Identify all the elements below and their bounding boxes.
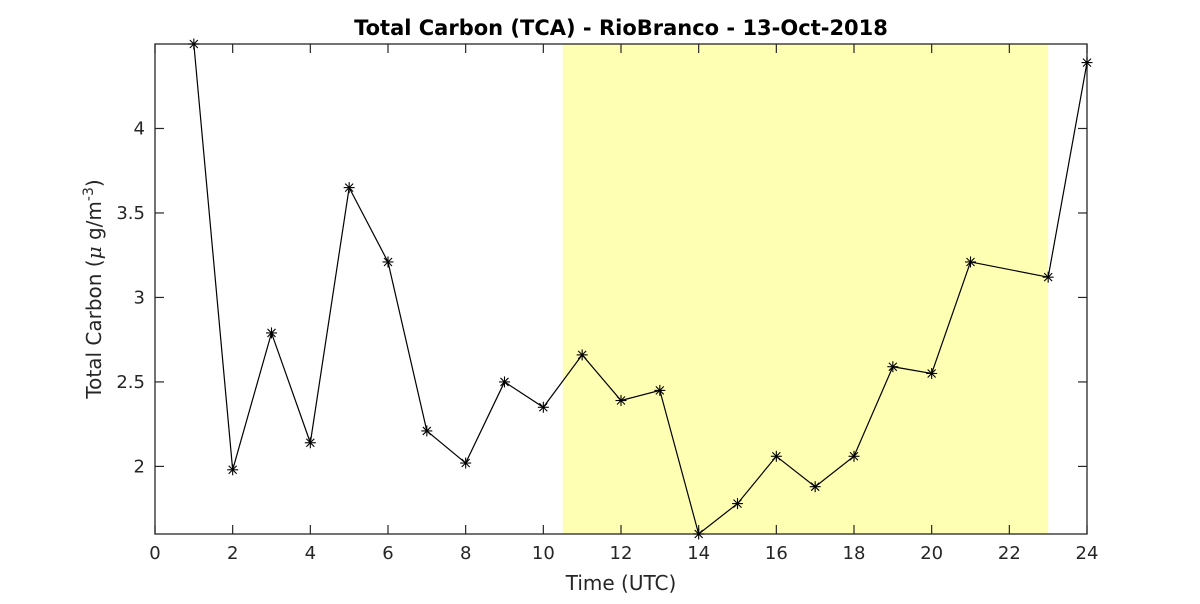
data-point: [460, 457, 472, 469]
y-label-exponent: -3: [81, 187, 97, 201]
data-point: [693, 528, 705, 540]
data-point: [732, 498, 743, 510]
data-point: [537, 401, 549, 413]
data-point: [382, 256, 394, 268]
data-point: [809, 481, 821, 493]
y-tick-label: 2.5: [116, 372, 145, 393]
y-tick-label: 3.5: [116, 203, 145, 224]
data-point: [576, 349, 588, 361]
y-label-suffix: ): [82, 179, 106, 187]
x-axis-label: Time (UTC): [565, 571, 677, 595]
x-tick-label: 16: [765, 543, 788, 564]
y-tick-label: 3: [134, 287, 145, 308]
data-point: [654, 384, 666, 396]
data-point: [887, 361, 899, 373]
x-tick-label: 4: [305, 543, 316, 564]
x-tick-label: 14: [687, 543, 710, 564]
data-point: [965, 256, 976, 268]
data-point: [770, 450, 782, 462]
data-point: [266, 327, 277, 339]
data-point: [1042, 271, 1054, 283]
x-tick-label: 20: [920, 543, 943, 564]
x-tick-label: 10: [532, 543, 555, 564]
x-tick-label: 24: [1076, 543, 1099, 564]
y-label-unit: g/m: [82, 201, 106, 246]
data-point: [848, 450, 860, 462]
y-label-mu: μ: [82, 246, 106, 259]
data-point: [615, 395, 627, 407]
x-tick-label: 8: [460, 543, 471, 564]
x-tick-label: 18: [843, 543, 866, 564]
x-tick-label: 6: [382, 543, 393, 564]
data-point: [1081, 57, 1093, 69]
x-tick-label: 2: [227, 543, 238, 564]
y-label-prefix: Total Carbon (: [82, 259, 106, 399]
data-point: [926, 367, 938, 379]
data-point: [188, 38, 200, 50]
data-point: [343, 182, 355, 194]
x-tick-label: 0: [149, 543, 160, 564]
data-point: [499, 376, 510, 388]
y-tick-label: 2: [134, 456, 145, 477]
y-axis-label: Total Carbon (μ g/m-3): [81, 179, 106, 399]
data-point: [304, 437, 316, 449]
x-tick-label: 12: [610, 543, 633, 564]
data-point: [421, 425, 433, 437]
y-tick-label: 4: [134, 118, 145, 139]
chart-title: Total Carbon (TCA) - RioBranco - 13-Oct-…: [354, 16, 888, 40]
data-point: [227, 464, 239, 476]
x-tick-label: 22: [998, 543, 1021, 564]
highlight-band: [562, 44, 1049, 534]
